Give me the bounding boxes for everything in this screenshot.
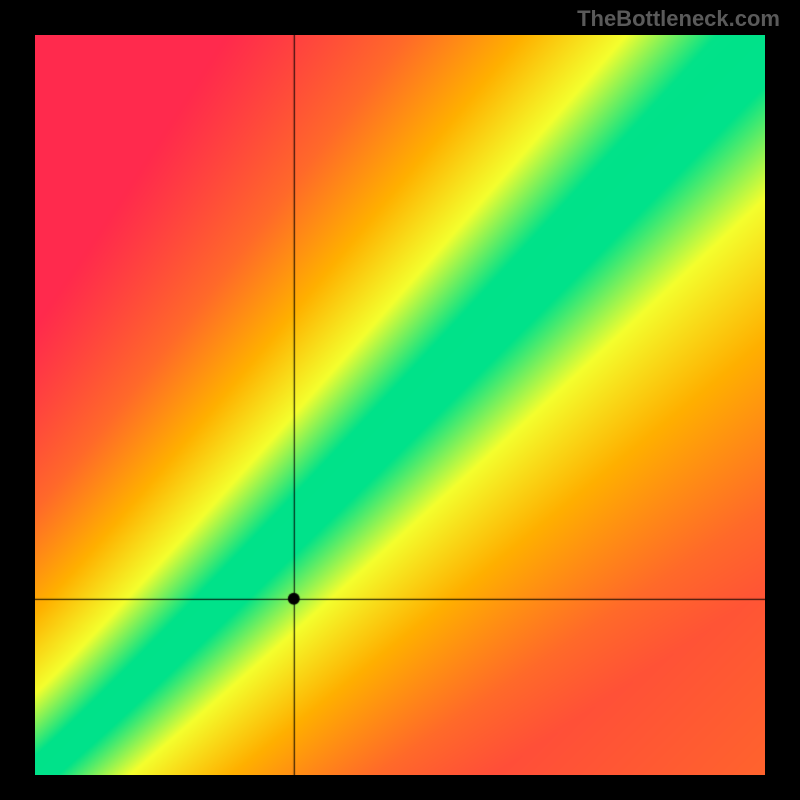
plot-outer-frame — [0, 0, 800, 800]
crosshair-overlay-canvas — [35, 35, 765, 775]
watermark-label: TheBottleneck.com — [577, 6, 780, 32]
